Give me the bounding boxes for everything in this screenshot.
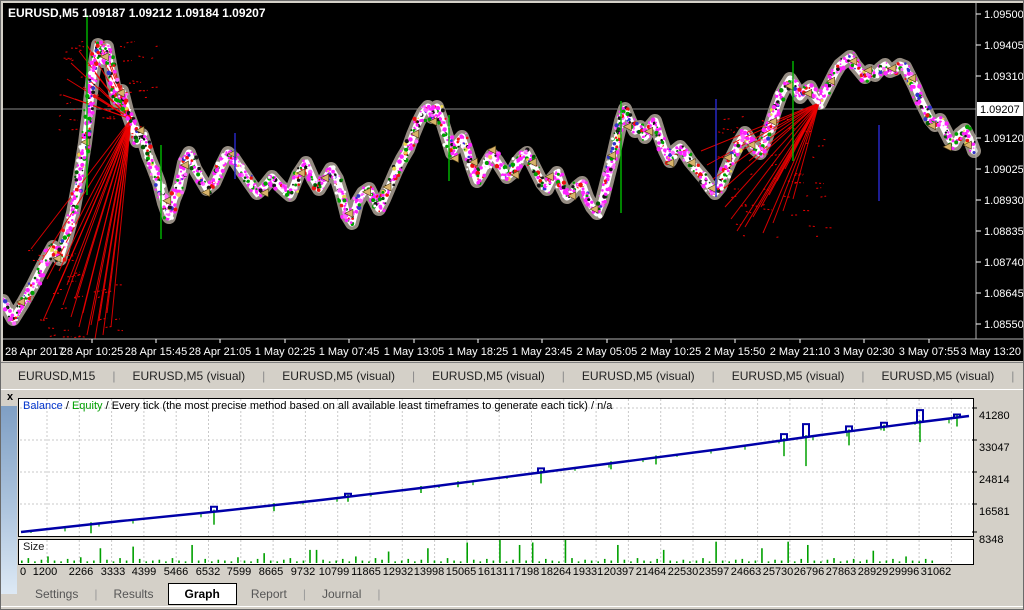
- trade-axis-label: 24663: [731, 566, 762, 578]
- svg-text:1 May 23:45: 1 May 23:45: [512, 346, 573, 358]
- chart-tab[interactable]: EURUSD,M5 (visual): [865, 364, 1012, 388]
- size-graph-box: Size: [18, 539, 974, 565]
- svg-text:1 May 13:05: 1 May 13:05: [384, 346, 445, 358]
- trade-axis-label: 16131: [478, 566, 509, 578]
- svg-text:28 Apr 21:05: 28 Apr 21:05: [189, 346, 251, 358]
- chart-tab[interactable]: EURUSD,M5 (visual): [415, 364, 562, 388]
- price-chart-svg: 1.09500 1.09405 1.09310 1.09120 1.09025 1.089…: [3, 3, 1023, 361]
- svg-text:2 May 10:25: 2 May 10:25: [641, 346, 702, 358]
- svg-text:2 May 05:05: 2 May 05:05: [577, 346, 638, 358]
- tab-separator: |: [375, 587, 382, 601]
- trade-axis-label: 2266: [69, 566, 93, 578]
- legend-balance: Balance: [23, 400, 63, 412]
- tester-tab-bar: Settings|ResultsGraphReport|Journal|: [21, 582, 382, 606]
- tester-tab-report[interactable]: Report: [237, 584, 301, 604]
- tester-tab-results[interactable]: Results: [99, 584, 167, 604]
- svg-text:1.08550: 1.08550: [984, 319, 1023, 331]
- trade-axis-label: 28929: [858, 566, 889, 578]
- tester-panel-label: Tester: [0, 555, 2, 588]
- tab-separator: |: [301, 587, 308, 601]
- svg-text:1.09500: 1.09500: [984, 9, 1023, 21]
- trade-axis-label: 31062: [921, 566, 952, 578]
- chart-tab[interactable]: EURUSD,M5 (visual): [715, 364, 862, 388]
- svg-text:1.08835: 1.08835: [984, 226, 1023, 238]
- trade-axis-label: 7599: [227, 566, 251, 578]
- tester-panel-strip[interactable]: Tester: [1, 406, 17, 594]
- trade-axis-label: 25730: [763, 566, 794, 578]
- trade-axis-label: 19331: [573, 566, 604, 578]
- svg-text:EURUSD,M5 1.09187 1.09212 1.0: EURUSD,M5 1.09187 1.09212 1.09184 1.0920…: [8, 6, 266, 20]
- trade-axis-label: 13998: [414, 566, 445, 578]
- price-chart-area: 1.09500 1.09405 1.09310 1.09120 1.09025 1.089…: [3, 3, 1023, 361]
- status-strip: [1, 606, 1024, 610]
- trade-axis-label: 18264: [541, 566, 572, 578]
- tester-tab-settings[interactable]: Settings: [21, 584, 92, 604]
- strategy-tester-window: 1.09500 1.09405 1.09310 1.09120 1.09025 1.089…: [0, 0, 1024, 610]
- svg-text:1.09310: 1.09310: [984, 71, 1023, 83]
- legend-sep2: /: [103, 400, 112, 412]
- legend-sep1: /: [63, 400, 72, 412]
- svg-text:28 Apr 15:45: 28 Apr 15:45: [125, 346, 187, 358]
- chart-tab[interactable]: EURUSD,M5 (visual): [1014, 364, 1024, 388]
- svg-text:1.09405: 1.09405: [984, 40, 1023, 52]
- svg-text:1.09207: 1.09207: [980, 104, 1020, 116]
- svg-text:3 May 07:55: 3 May 07:55: [899, 346, 960, 358]
- trade-axis-label: 4399: [132, 566, 156, 578]
- legend-description: Every tick (the most precise method base…: [112, 400, 613, 412]
- trade-axis-label: 10799: [319, 566, 350, 578]
- trade-axis-label: 3333: [101, 566, 125, 578]
- trade-axis-label: 17198: [509, 566, 540, 578]
- trade-axis-label: 27863: [826, 566, 857, 578]
- chart-tab[interactable]: EURUSD,M5 (visual): [565, 364, 712, 388]
- svg-text:1.09025: 1.09025: [984, 164, 1023, 176]
- legend-equity: Equity: [72, 400, 103, 412]
- tab-separator: |: [92, 587, 99, 601]
- trade-axis-label: 6532: [196, 566, 220, 578]
- svg-text:28 Apr 2017: 28 Apr 2017: [5, 346, 64, 358]
- tester-tab-graph[interactable]: Graph: [168, 583, 237, 605]
- balance-axis-label: 41280: [979, 410, 1010, 422]
- chart-tab[interactable]: EURUSD,M5 (visual): [115, 364, 262, 388]
- trade-axis-label: 11865: [351, 566, 381, 578]
- svg-text:1 May 07:45: 1 May 07:45: [319, 346, 380, 358]
- trade-axis-label: 20397: [604, 566, 635, 578]
- trade-axis-label: 1200: [33, 566, 57, 578]
- tester-panel: x Tester Size Balance / Equity / Every t…: [1, 389, 1024, 610]
- trade-axis-label: 23597: [699, 566, 730, 578]
- trade-axis-label: 0: [20, 566, 26, 578]
- trade-axis-label: 8665: [259, 566, 283, 578]
- trade-axis-label: 26796: [794, 566, 825, 578]
- svg-text:3 May 13:20: 3 May 13:20: [960, 346, 1021, 358]
- balance-graph-box: [18, 398, 974, 537]
- svg-text:1.09120: 1.09120: [984, 133, 1023, 145]
- svg-text:1 May 18:25: 1 May 18:25: [448, 346, 509, 358]
- close-icon[interactable]: x: [4, 392, 16, 404]
- balance-axis-label: 24814: [979, 474, 1010, 486]
- svg-text:2 May 15:50: 2 May 15:50: [705, 346, 766, 358]
- trade-axis-label: 12932: [383, 566, 414, 578]
- chart-tab[interactable]: EURUSD,M15: [1, 364, 112, 388]
- svg-text:1 May 02:25: 1 May 02:25: [255, 346, 316, 358]
- svg-text:1.08645: 1.08645: [984, 288, 1023, 300]
- trade-axis-label: 5466: [164, 566, 188, 578]
- balance-axis-label: 8348: [979, 534, 1003, 546]
- size-label: Size: [23, 541, 44, 553]
- balance-axis-label: 33047: [979, 442, 1010, 454]
- balance-axis-label: 16581: [979, 506, 1010, 518]
- svg-text:28 Apr 10:25: 28 Apr 10:25: [61, 346, 123, 358]
- svg-text:2 May 21:10: 2 May 21:10: [770, 346, 831, 358]
- tester-tab-journal[interactable]: Journal: [308, 584, 375, 604]
- trade-axis-label: 22530: [668, 566, 699, 578]
- trade-axis-label: 15065: [446, 566, 477, 578]
- chart-tab-bar: EURUSD,M15|EURUSD,M5 (visual)|EURUSD,M5 …: [1, 362, 1024, 389]
- chart-tab[interactable]: EURUSD,M5 (visual): [265, 364, 412, 388]
- svg-text:1.08930: 1.08930: [984, 195, 1023, 207]
- chart-tab-list: EURUSD,M15|EURUSD,M5 (visual)|EURUSD,M5 …: [1, 364, 1024, 388]
- trade-axis-label: 29996: [889, 566, 920, 578]
- svg-text:3 May 02:30: 3 May 02:30: [834, 346, 895, 358]
- graph-legend: Balance / Equity / Every tick (the most …: [23, 400, 612, 412]
- trade-axis-label: 21464: [636, 566, 667, 578]
- trade-axis-label: 9732: [291, 566, 315, 578]
- svg-text:1.08740: 1.08740: [984, 257, 1023, 269]
